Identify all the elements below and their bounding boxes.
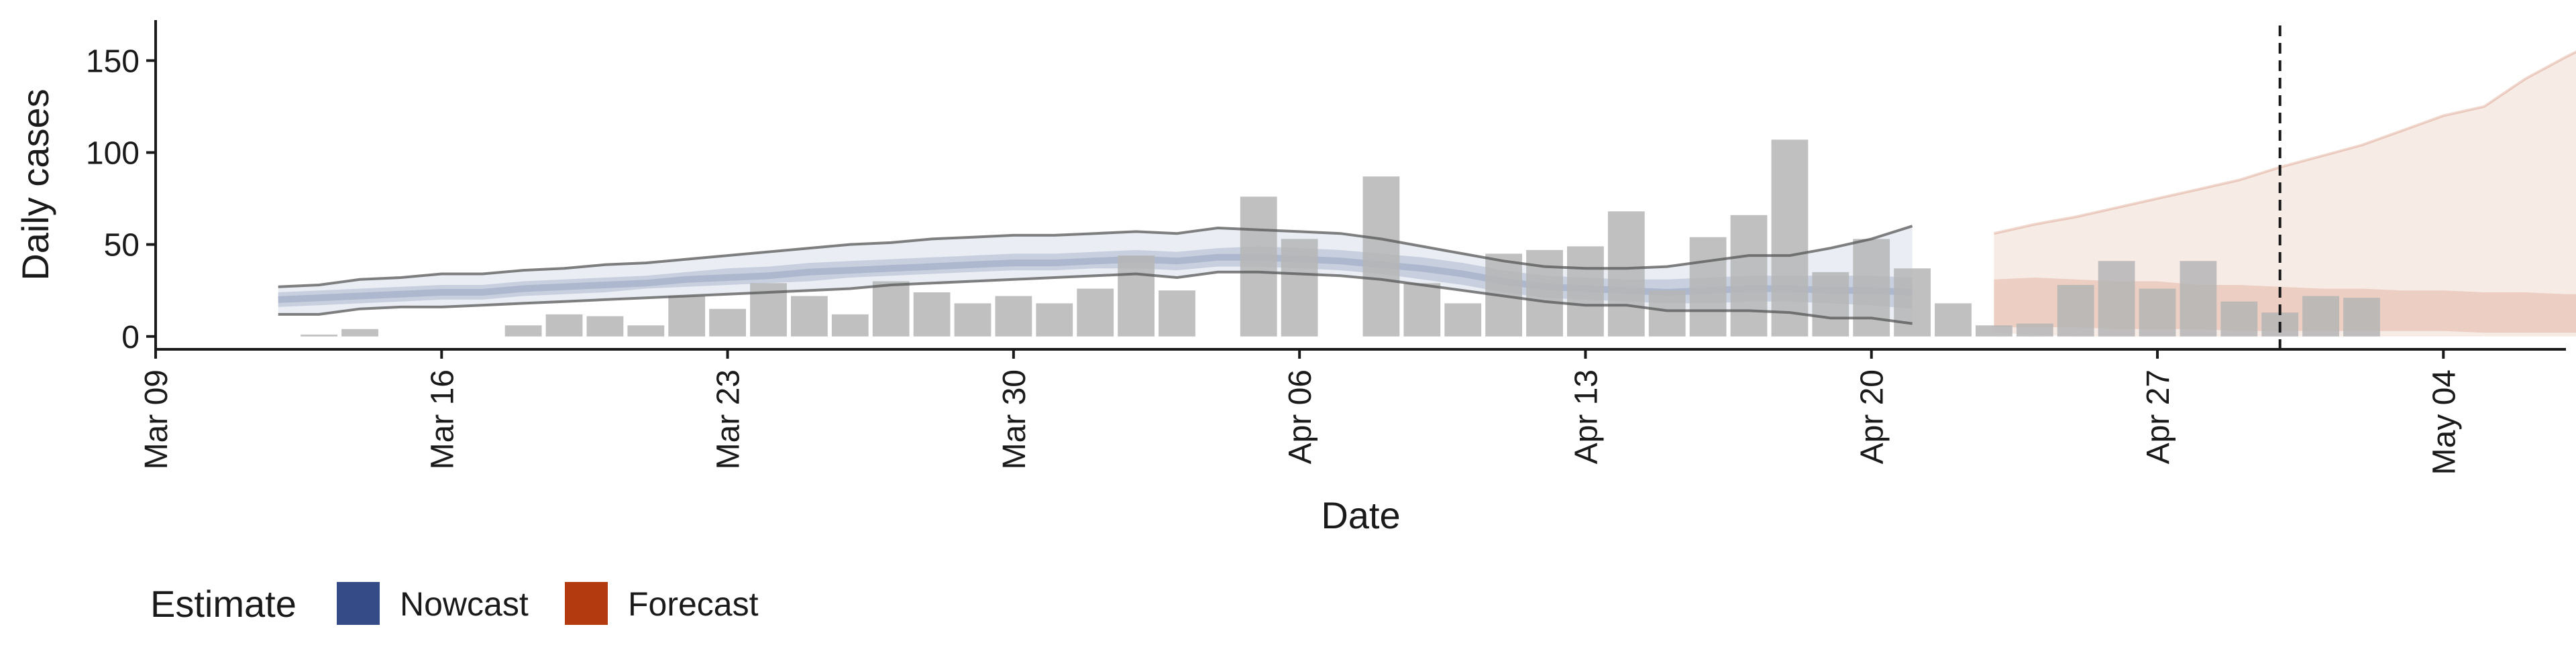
x-tick-label: Apr 20: [1855, 369, 1890, 464]
case-bar: [1689, 237, 1727, 337]
case-bar: [1362, 176, 1400, 337]
x-tick-label: Mar 09: [139, 369, 174, 469]
legend-title: Estimate: [150, 583, 297, 625]
case-bar: [627, 325, 665, 337]
case-bar: [2098, 261, 2135, 337]
case-bar: [301, 335, 337, 337]
case-bar: [872, 281, 910, 337]
nowcast-upper-line: [278, 225, 1913, 288]
case-bar: [709, 308, 746, 337]
case-bar: [1648, 290, 1686, 337]
case-bar: [2016, 323, 2053, 337]
y-axis-title: Daily cases: [14, 89, 56, 280]
y-tick-label: 100: [86, 135, 140, 171]
forecast-outer-band: [1994, 52, 2576, 337]
case-bar: [1730, 215, 1768, 337]
y-tick-label: 150: [86, 44, 140, 79]
x-tick-label: Apr 13: [1568, 369, 1604, 464]
legend-label-forecast: Forecast: [628, 585, 759, 623]
x-tick-label: Mar 23: [711, 369, 747, 469]
case-bar: [1812, 272, 1849, 337]
legend-swatch-forecast: [565, 582, 608, 625]
case-bar: [2139, 288, 2176, 337]
case-bar: [1526, 249, 1563, 337]
case-bar: [1036, 303, 1073, 337]
case-bar: [995, 296, 1032, 337]
x-tick-label: Mar 16: [425, 369, 460, 469]
case-bar: [2343, 298, 2380, 337]
case-bar: [791, 296, 828, 337]
x-tick-label: Apr 06: [1283, 369, 1318, 464]
case-bar: [1976, 325, 2012, 337]
case-bar: [586, 316, 624, 337]
case-bar: [504, 325, 542, 337]
case-bar: [2220, 301, 2258, 337]
lines-layer: [278, 25, 2282, 349]
legend-label-nowcast: Nowcast: [400, 585, 529, 623]
case-bar: [1444, 303, 1482, 337]
case-bar: [545, 314, 583, 337]
case-bar: [668, 296, 706, 337]
nowcast-lower-line: [278, 270, 1913, 325]
case-bar: [2302, 296, 2339, 337]
bars-layer: [301, 139, 2380, 337]
forecast-upper-line: [1993, 50, 2576, 235]
case-bar: [2180, 261, 2217, 337]
case-bar: [1240, 196, 1277, 337]
case-bar: [831, 314, 869, 337]
x-tick-label: Apr 27: [2141, 369, 2176, 464]
case-bar: [1607, 211, 1645, 337]
case-bar: [2057, 285, 2094, 337]
case-bar: [913, 292, 951, 337]
case-bar: [954, 303, 991, 337]
x-axis-title: Date: [1321, 494, 1400, 536]
case-bar: [1118, 255, 1155, 337]
case-bar: [1935, 303, 1972, 337]
case-bar: [1403, 283, 1441, 337]
case-bar: [1853, 239, 1890, 337]
case-bar: [1894, 268, 1931, 337]
case-bar: [1771, 139, 1809, 337]
y-tick-label: 0: [121, 320, 140, 355]
x-tick-label: Mar 30: [997, 369, 1032, 469]
axes-layer: 0 50 100 150 Mar 09 Mar 16 Mar 23 Mar 30 Apr 06 A…: [14, 20, 2566, 536]
y-tick-label: 50: [104, 228, 140, 263]
case-bar: [1567, 246, 1604, 337]
legend: Estimate Nowcast Forecast: [150, 582, 759, 625]
case-bar: [1159, 290, 1195, 337]
x-tick-label: May 04: [2426, 369, 2462, 475]
case-bar: [1281, 239, 1318, 337]
case-bar: [341, 329, 378, 337]
case-bar: [1077, 288, 1114, 337]
legend-swatch-nowcast: [337, 582, 380, 625]
